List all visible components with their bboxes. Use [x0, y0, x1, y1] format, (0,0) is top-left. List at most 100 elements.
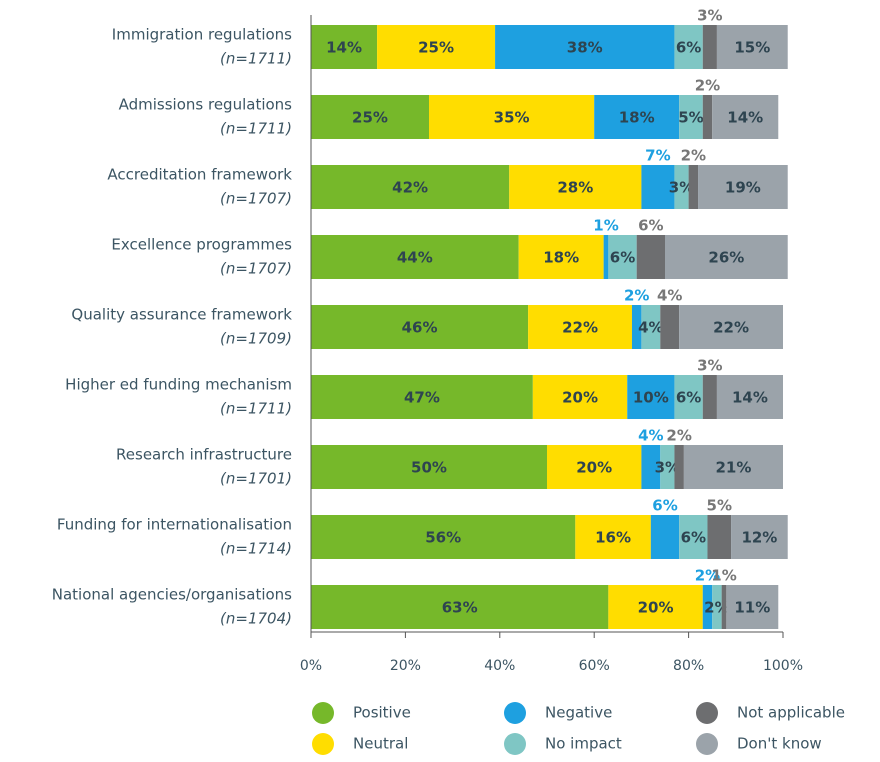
legend-swatch [696, 733, 718, 755]
bar-segment [594, 95, 680, 139]
bar-segment [683, 445, 783, 489]
value-label: 42% [392, 179, 428, 197]
bar-segment [631, 305, 642, 349]
bar-segment [707, 515, 732, 559]
value-label: 47% [404, 389, 440, 407]
value-label: 46% [402, 319, 438, 337]
bar-segment [679, 515, 708, 559]
bar-segment [311, 375, 533, 419]
bar-segment [702, 585, 713, 629]
value-label: 7% [645, 147, 670, 165]
x-tick-label: 80% [673, 658, 704, 674]
x-tick-label: 60% [579, 658, 610, 674]
bar-segment [726, 585, 779, 629]
legend-label: No impact [545, 735, 622, 753]
bar-segment [518, 235, 604, 279]
bar-segment [311, 585, 609, 629]
value-label: 4% [657, 287, 682, 305]
value-label: 25% [352, 109, 388, 127]
value-label: 2% [695, 567, 720, 585]
value-label: 5% [678, 109, 703, 127]
bar-segment [674, 165, 689, 209]
category-label: Admissions regulations [119, 96, 293, 114]
sample-size: (n=1711) [220, 400, 292, 418]
bar-segment [698, 165, 788, 209]
bar-segment [641, 445, 661, 489]
value-label: 25% [418, 39, 454, 57]
bar-segment [716, 25, 788, 69]
bar-segment [575, 515, 651, 559]
value-label: 14% [727, 109, 763, 127]
bar-segment [641, 165, 675, 209]
bar-segment [679, 305, 783, 349]
legend-label: Not applicable [737, 704, 845, 722]
x-tick-label: 0% [300, 658, 322, 674]
legend-swatch [504, 702, 526, 724]
bar-segment [429, 95, 595, 139]
value-label: 3% [655, 459, 680, 477]
bar-segment [311, 25, 378, 69]
value-label: 50% [411, 459, 447, 477]
bar-segment [674, 445, 684, 489]
bar-segment [702, 95, 713, 139]
value-label: 1% [593, 217, 618, 235]
bar-segment [660, 305, 680, 349]
sample-size: (n=1701) [220, 470, 292, 488]
legend-label: Don't know [737, 735, 822, 753]
value-label: 11% [734, 599, 770, 617]
bar-segment [311, 165, 510, 209]
legend-swatch [312, 702, 334, 724]
value-label: 2% [666, 427, 691, 445]
sample-size: (n=1707) [220, 190, 292, 208]
category-label: Higher ed funding mechanism [65, 376, 292, 394]
bar-segment [721, 585, 727, 629]
value-label: 21% [715, 459, 751, 477]
legend-swatch [504, 733, 526, 755]
bar-segment [608, 585, 703, 629]
value-label: 26% [708, 249, 744, 267]
value-label: 18% [543, 249, 579, 267]
sample-size: (n=1714) [220, 540, 292, 558]
value-label: 6% [652, 497, 677, 515]
sample-size: (n=1707) [220, 260, 292, 278]
bar-segment [731, 515, 788, 559]
value-label: 10% [633, 389, 669, 407]
value-label: 38% [567, 39, 603, 57]
sample-size: (n=1711) [220, 50, 292, 68]
bar-segment [688, 165, 699, 209]
value-label: 44% [397, 249, 433, 267]
bar-segment [674, 375, 703, 419]
bar-segment [528, 305, 632, 349]
category-label: Excellence programmes [111, 236, 292, 254]
legend-label: Negative [545, 704, 612, 722]
value-label: 12% [741, 529, 777, 547]
x-tick-label: 100% [763, 658, 803, 674]
value-label: 22% [562, 319, 598, 337]
value-label: 63% [442, 599, 478, 617]
bar-segment [603, 235, 609, 279]
value-label: 16% [595, 529, 631, 547]
bar-segment [377, 25, 496, 69]
value-label: 3% [669, 179, 694, 197]
value-label: 20% [576, 459, 612, 477]
category-label: Immigration regulations [112, 26, 292, 44]
value-label: 18% [619, 109, 655, 127]
value-label: 14% [326, 39, 362, 57]
category-label: Funding for internationalisation [57, 516, 292, 534]
value-label: 2% [624, 287, 649, 305]
value-label: 15% [734, 39, 770, 57]
sample-size: (n=1711) [220, 120, 292, 138]
bar-segment [641, 305, 661, 349]
value-label: 4% [638, 319, 663, 337]
bar-segment [509, 165, 642, 209]
bar-segment [547, 445, 642, 489]
bar-segment [311, 445, 547, 489]
bar-segment [311, 235, 519, 279]
bar-segment [311, 95, 429, 139]
bar-segment [311, 305, 529, 349]
legend-label: Neutral [353, 735, 408, 753]
bar-segment [495, 25, 675, 69]
value-label: 2% [695, 77, 720, 95]
legend-swatch [312, 733, 334, 755]
